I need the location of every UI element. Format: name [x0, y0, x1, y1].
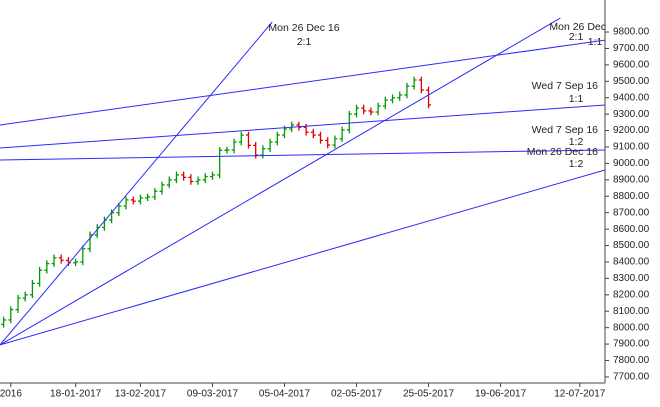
y-tick-label: 9400.00: [613, 92, 650, 103]
gann-line: [0, 104, 605, 149]
y-tick-label: 9100.00: [613, 142, 650, 153]
plot-area: [0, 17, 605, 346]
gann-label: Wed 7 Sep 16: [532, 80, 599, 92]
gann-line: [0, 149, 605, 161]
gann-line: [0, 17, 561, 346]
gann-label: Wed 7 Sep 16: [532, 124, 599, 136]
x-tick-label: 18-01-2017: [50, 389, 102, 400]
gann-line: [0, 21, 273, 346]
x-tick-label: 25-05-2017: [403, 389, 455, 400]
y-tick-label: 8100.00: [613, 306, 650, 317]
gann-line: [0, 169, 605, 346]
x-tick-label: 02-05-2017: [331, 389, 383, 400]
y-tick-label: 7800.00: [613, 355, 650, 366]
y-tick-label: 9500.00: [613, 76, 650, 87]
y-tick-label: 8700.00: [613, 207, 650, 218]
y-tick-label: 8600.00: [613, 224, 650, 235]
y-tick-label: 8000.00: [613, 322, 650, 333]
gann-label: Mon 26 Dec: [549, 21, 606, 33]
y-tick-label: 9700.00: [613, 43, 650, 54]
y-tick-label: 8400.00: [613, 257, 650, 268]
x-tick-label: 12-07-2017: [554, 389, 606, 400]
gann-ratio: 1:2: [569, 158, 584, 170]
y-tick-label: 9000.00: [613, 158, 650, 169]
y-tick-label: 8300.00: [613, 273, 650, 284]
gann-ratio: 1:2: [569, 136, 584, 148]
gann-ratio: 2:1: [569, 31, 584, 43]
x-tick-label: 05-04-2017: [259, 389, 311, 400]
gann-ratio: 2:1: [297, 36, 312, 48]
x-tick-label: 09-03-2017: [187, 389, 239, 400]
y-tick-label: 7700.00: [613, 372, 650, 383]
y-tick-label: 8800.00: [613, 191, 650, 202]
y-tick-label: 9300.00: [613, 109, 650, 120]
y-tick-label: 7900.00: [613, 339, 650, 350]
x-tick-label: 2016: [0, 389, 22, 400]
x-tick-label: 19-06-2017: [475, 389, 527, 400]
y-tick-label: 8900.00: [613, 174, 650, 185]
gann-label: Mon 26 Dec 16: [268, 22, 339, 34]
y-tick-label: 9800.00: [613, 27, 650, 38]
y-tick-label: 8500.00: [613, 240, 650, 251]
gann-line: [0, 39, 605, 126]
y-tick-label: 9200.00: [613, 125, 650, 136]
gann-ratio: 1:1: [569, 93, 584, 105]
y-tick-label: 9600.00: [613, 60, 650, 71]
y-tick-label: 8200.00: [613, 289, 650, 300]
gann-ratio: 1:1: [588, 36, 603, 48]
gann-label: Mon 26 Dec 16: [527, 146, 598, 158]
x-tick-label: 13-02-2017: [115, 389, 167, 400]
